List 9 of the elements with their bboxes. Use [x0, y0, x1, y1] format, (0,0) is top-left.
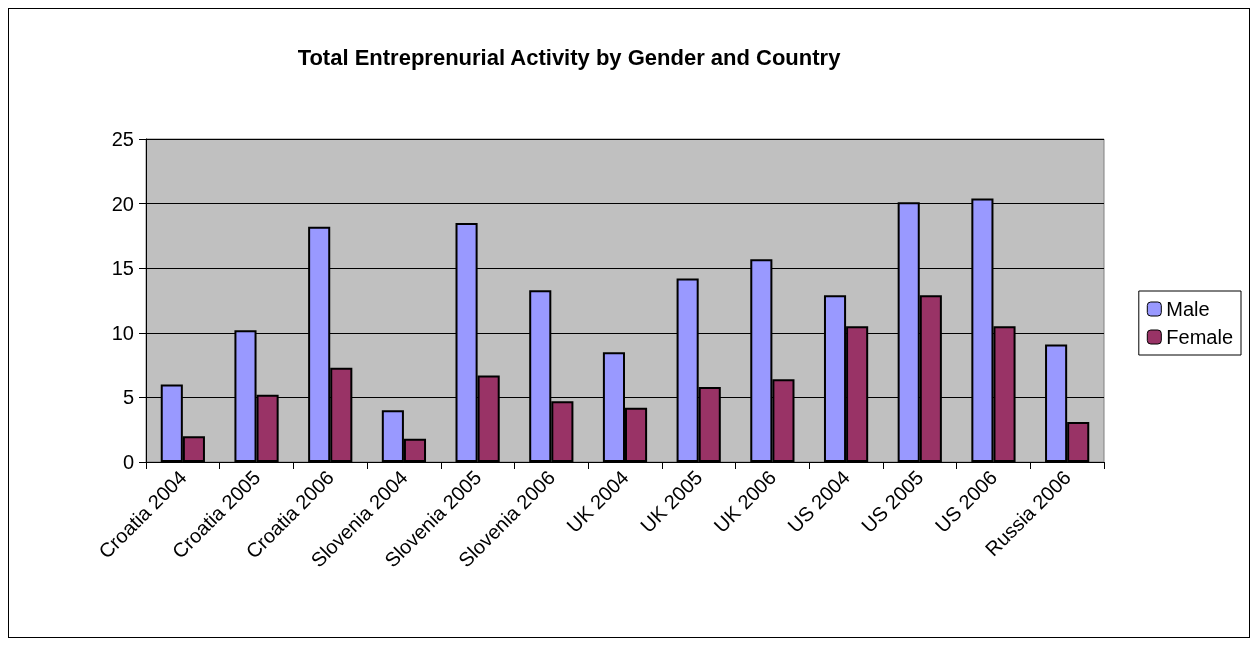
y-tick-label: 0: [122, 451, 134, 473]
y-tick-label: 20: [111, 192, 134, 215]
y-tick-label: 10: [111, 321, 134, 344]
legend-label: Male: [1166, 298, 1210, 320]
y-tick-label: 5: [122, 386, 134, 409]
y-tick-label: 15: [111, 257, 134, 280]
chart-title: Total Entreprenurial Activity by Gender and Country: [297, 44, 842, 70]
y-tick-label: 25: [111, 128, 134, 150]
legend-label: Female: [1166, 326, 1234, 348]
